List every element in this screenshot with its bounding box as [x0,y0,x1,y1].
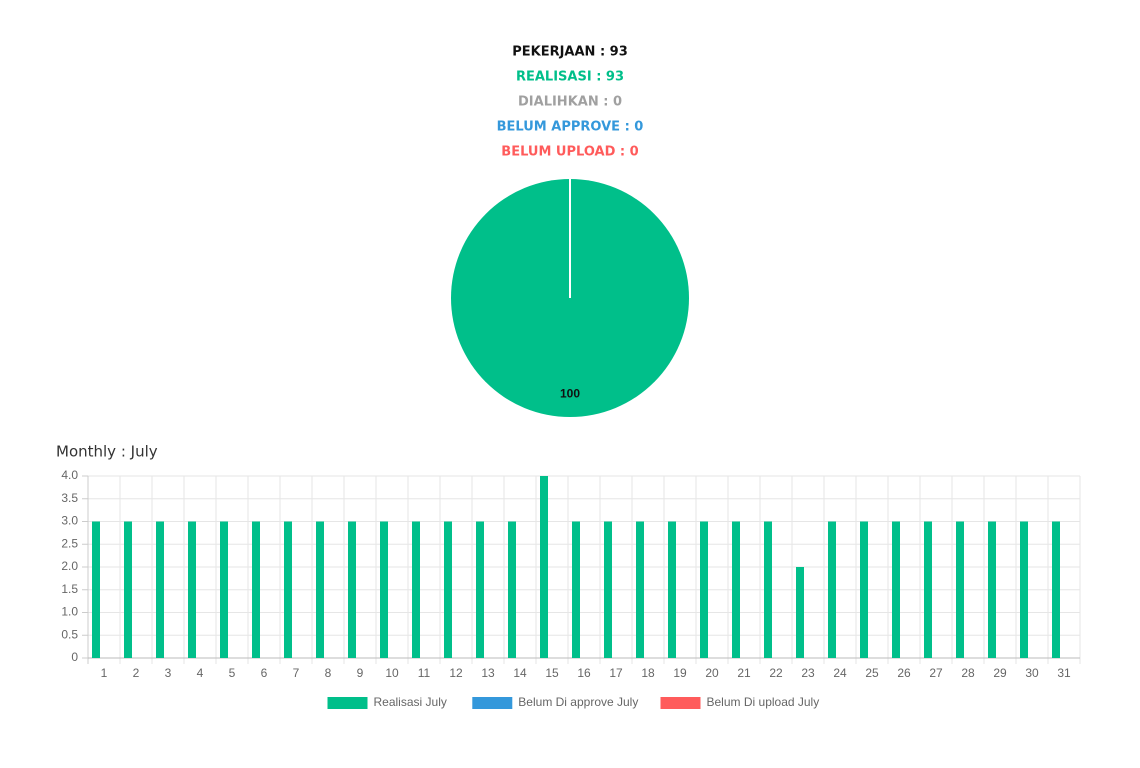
bar [252,521,260,658]
y-tick-label: 0.5 [61,627,78,641]
summary-line: REALISASI : 93 [516,70,624,85]
bar [540,476,548,658]
bar [348,521,356,658]
x-tick-label: 24 [833,666,847,680]
y-tick-label: 4.0 [61,468,78,482]
y-tick-label: 1.0 [61,605,78,619]
x-tick-label: 30 [1025,666,1039,680]
x-tick-label: 3 [165,666,172,680]
x-tick-label: 19 [673,666,687,680]
x-tick-label: 29 [993,666,1007,680]
x-tick-label: 15 [545,666,559,680]
legend-swatch [327,697,368,709]
x-tick-label: 2 [133,666,140,680]
bar [924,521,932,658]
y-tick-label: 0 [71,650,78,664]
bar [732,521,740,658]
x-tick-label: 22 [769,666,783,680]
bar [700,521,708,658]
bar [156,521,164,658]
bar [508,521,516,658]
y-tick-label: 2.0 [61,559,78,573]
bar [572,521,580,658]
bar [412,521,420,658]
slice-label: 100 [560,387,580,401]
legend-label: Realisasi July [374,695,447,709]
x-tick-label: 7 [293,666,300,680]
x-tick-label: 13 [481,666,495,680]
bar [956,521,964,658]
y-tick-label: 3.0 [61,514,78,528]
bar [860,521,868,658]
bar [444,521,452,658]
summary-line: PEKERJAAN : 93 [512,45,628,60]
x-tick-label: 11 [418,666,431,680]
bar [1052,521,1060,658]
chart-title: Monthly : July [56,443,158,461]
x-tick-label: 8 [325,666,332,680]
legend-swatch [472,697,513,709]
x-tick-label: 23 [801,666,815,680]
summary-line: BELUM APPROVE : 0 [497,120,644,135]
bar [892,521,900,658]
x-tick-label: 25 [865,666,879,680]
bar [188,521,196,658]
bar [284,521,292,658]
legend-swatch [660,697,701,709]
legend-label: Belum Di upload July [707,695,820,709]
y-tick-label: 3.5 [61,491,78,505]
summary-line: BELUM UPLOAD : 0 [501,145,638,160]
x-tick-label: 5 [229,666,236,680]
x-tick-label: 16 [577,666,591,680]
bar [988,521,996,658]
x-tick-label: 12 [449,666,463,680]
bar [124,521,132,658]
bar [604,521,612,658]
x-tick-label: 21 [737,666,751,680]
x-tick-label: 28 [961,666,975,680]
y-tick-label: 1.5 [61,582,78,596]
x-tick-label: 20 [705,666,719,680]
x-tick-label: 6 [261,666,268,680]
x-tick-label: 4 [197,666,204,680]
bar [796,567,804,658]
x-tick-label: 14 [513,666,527,680]
legend-label: Belum Di approve July [518,695,638,709]
bar [1020,521,1028,658]
bar [316,521,324,658]
x-tick-label: 17 [609,666,623,680]
bar [220,521,228,658]
x-tick-label: 1 [101,666,108,680]
x-tick-label: 26 [897,666,911,680]
summary-line: DIALIHKAN : 0 [518,95,622,110]
x-tick-label: 18 [641,666,655,680]
bar [764,521,772,658]
bar [636,521,644,658]
bar [380,521,388,658]
x-tick-label: 10 [385,666,399,680]
bar [668,521,676,658]
x-tick-label: 27 [929,666,943,680]
bar [92,521,100,658]
bar [828,521,836,658]
bar [476,521,484,658]
y-tick-label: 2.5 [61,536,78,550]
x-tick-label: 31 [1057,666,1071,680]
x-tick-label: 9 [357,666,364,680]
